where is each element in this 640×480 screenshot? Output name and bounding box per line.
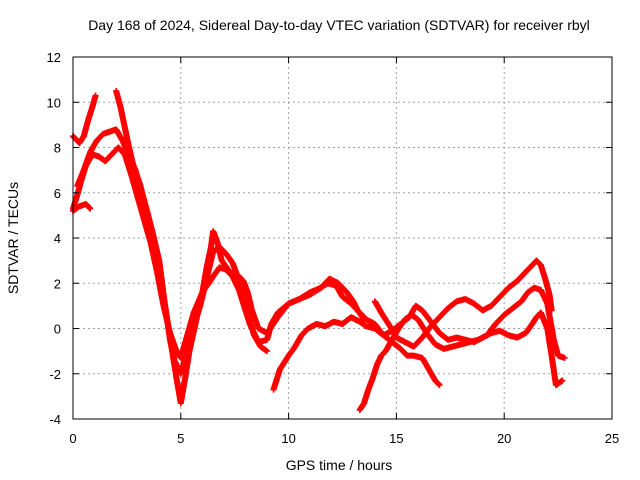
y-tick-label: 8 [54, 141, 61, 156]
x-tick-label: 5 [177, 431, 184, 446]
x-tick-label: 15 [389, 431, 403, 446]
y-tick-label: 10 [47, 95, 61, 110]
x-tick-label: 10 [281, 431, 295, 446]
y-tick-label: 0 [54, 322, 61, 337]
series-markers [356, 284, 568, 413]
axis-ticks: -4 -2 0 2 4 6 8 10 12 0 5 10 15 20 25 [47, 50, 620, 446]
series-markers [113, 87, 270, 407]
x-tick-label: 25 [605, 431, 619, 446]
y-tick-label: 2 [54, 276, 61, 291]
x-axis-label: GPS time / hours [286, 457, 393, 473]
y-tick-label: 6 [54, 186, 61, 201]
series-markers [371, 257, 555, 350]
series-track-8 [371, 257, 555, 350]
y-tick-label: 12 [47, 50, 61, 65]
series-track-5 [113, 87, 270, 407]
data-points [70, 87, 568, 413]
chart-title: Day 168 of 2024, Sidereal Day-to-day VTE… [88, 17, 590, 33]
y-tick-label: -2 [49, 367, 61, 382]
series-track-1 [70, 92, 99, 146]
y-axis-label: SDTVAR / TECUs [5, 182, 21, 294]
x-tick-label: 20 [497, 431, 511, 446]
series-markers [70, 92, 99, 146]
y-tick-label: 4 [54, 231, 61, 246]
series-track-7 [356, 284, 568, 413]
x-tick-label: 0 [69, 431, 76, 446]
y-tick-label: -4 [49, 412, 61, 427]
